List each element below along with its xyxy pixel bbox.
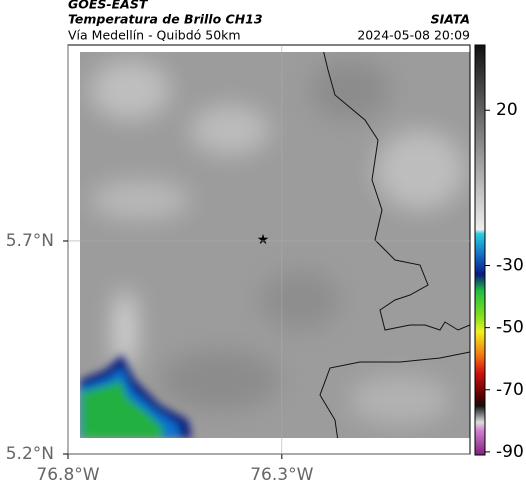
source-label: GOES-EAST [68, 0, 149, 12]
location-marker: ★ [257, 232, 270, 248]
colorbar-tick-label: 20 [496, 100, 518, 120]
product-title: Temperatura de Brillo CH13 [68, 12, 263, 27]
satellite-image: ★ [80, 52, 470, 438]
timestamp: 2024-05-08 20:09 [357, 28, 470, 43]
region-label: Vía Medellín - Quibdó 50km [68, 28, 241, 43]
y-tick-label: 5.7°N [6, 231, 54, 251]
x-tick-label: 76.3°W [250, 465, 313, 485]
agency-label: SIATA [431, 12, 470, 27]
colorbar [474, 44, 486, 456]
colorbar-tick-label: -30 [496, 256, 524, 276]
x-tick-label: 76.8°W [36, 465, 99, 485]
colorbar-tick-label: -70 [496, 380, 524, 400]
colorbar-tick-label: -90 [496, 442, 524, 462]
axes: 76.8°W 76.3°W 5.2°N 5.7°N 20 -30 -50 -70 -90 [6, 45, 524, 485]
y-tick-label: 5.2°N [6, 444, 54, 464]
colorbar-tick-label: -50 [496, 318, 524, 338]
